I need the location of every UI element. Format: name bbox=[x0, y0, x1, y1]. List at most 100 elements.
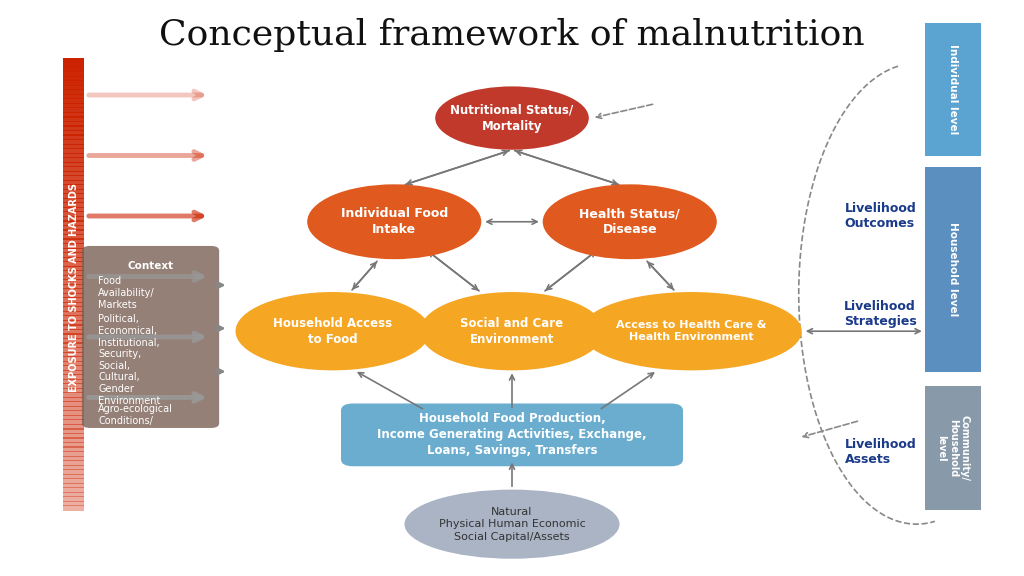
Bar bbox=[63, 184, 84, 190]
Text: Social and Care
Environment: Social and Care Environment bbox=[461, 317, 563, 346]
Text: Livelihood
Outcomes: Livelihood Outcomes bbox=[845, 202, 916, 230]
Bar bbox=[63, 98, 84, 104]
Bar bbox=[63, 256, 84, 262]
Bar bbox=[63, 180, 84, 185]
Bar bbox=[63, 252, 84, 257]
Bar bbox=[63, 126, 84, 131]
Bar bbox=[63, 238, 84, 244]
Ellipse shape bbox=[420, 292, 604, 370]
Bar bbox=[63, 275, 84, 281]
FancyBboxPatch shape bbox=[341, 403, 683, 467]
Bar bbox=[63, 270, 84, 276]
Bar bbox=[63, 283, 84, 289]
Bar bbox=[63, 225, 84, 230]
Bar bbox=[63, 338, 84, 344]
Bar bbox=[63, 75, 84, 81]
Bar bbox=[63, 293, 84, 298]
Bar bbox=[63, 501, 84, 506]
Bar bbox=[63, 374, 84, 380]
Text: Livelihood
Assets: Livelihood Assets bbox=[845, 438, 916, 466]
Text: Political,
Economical,
Institutional,
Security,
Social,
Cultural,
Gender
Environ: Political, Economical, Institutional, Se… bbox=[98, 314, 161, 406]
Text: Household Food Production,
Income Generating Activities, Exchange,
Loans, Saving: Household Food Production, Income Genera… bbox=[377, 412, 647, 457]
Bar bbox=[63, 329, 84, 335]
Bar bbox=[63, 365, 84, 371]
Bar bbox=[63, 347, 84, 353]
Bar bbox=[63, 469, 84, 475]
Bar bbox=[63, 58, 84, 63]
Ellipse shape bbox=[435, 86, 589, 150]
Bar bbox=[63, 315, 84, 321]
Bar bbox=[63, 483, 84, 488]
Bar bbox=[63, 279, 84, 285]
Bar bbox=[63, 193, 84, 199]
Text: Natural
Physical Human Economic
Social Capital/Assets: Natural Physical Human Economic Social C… bbox=[438, 507, 586, 541]
Text: Household Access
to Food: Household Access to Food bbox=[273, 317, 392, 346]
Bar bbox=[63, 211, 84, 217]
Bar bbox=[925, 167, 981, 372]
Bar bbox=[63, 288, 84, 294]
Bar bbox=[63, 442, 84, 448]
Bar bbox=[63, 148, 84, 154]
Bar bbox=[63, 71, 84, 77]
Bar bbox=[63, 266, 84, 271]
Bar bbox=[63, 370, 84, 376]
Bar bbox=[63, 356, 84, 362]
Bar bbox=[63, 153, 84, 158]
Bar bbox=[63, 157, 84, 163]
Bar bbox=[63, 143, 84, 149]
Bar bbox=[63, 202, 84, 208]
Bar bbox=[63, 383, 84, 389]
Bar bbox=[63, 134, 84, 140]
Text: Household level: Household level bbox=[948, 222, 957, 316]
Text: Agro-ecological
Conditions/
Climate: Agro-ecological Conditions/ Climate bbox=[98, 404, 173, 438]
Bar bbox=[63, 248, 84, 253]
Text: EXPOSURE TO SHOCKS AND HAZARDS: EXPOSURE TO SHOCKS AND HAZARDS bbox=[69, 184, 79, 392]
Bar bbox=[63, 433, 84, 438]
Bar bbox=[63, 302, 84, 308]
Bar bbox=[63, 62, 84, 68]
Bar bbox=[63, 311, 84, 316]
Bar bbox=[63, 94, 84, 100]
Text: Individual Food
Intake: Individual Food Intake bbox=[341, 207, 447, 236]
Text: Nutritional Status/
Mortality: Nutritional Status/ Mortality bbox=[451, 104, 573, 132]
Bar bbox=[63, 139, 84, 145]
Bar bbox=[63, 306, 84, 312]
Bar bbox=[63, 334, 84, 339]
Bar bbox=[63, 216, 84, 222]
Bar bbox=[63, 361, 84, 366]
Bar bbox=[63, 478, 84, 484]
Bar bbox=[63, 229, 84, 235]
Bar bbox=[63, 505, 84, 511]
Bar bbox=[63, 166, 84, 172]
Bar bbox=[63, 103, 84, 108]
Bar bbox=[925, 386, 981, 510]
Bar bbox=[63, 107, 84, 113]
Bar bbox=[63, 487, 84, 493]
Bar bbox=[63, 234, 84, 240]
Bar bbox=[63, 112, 84, 118]
Bar bbox=[63, 80, 84, 86]
Bar bbox=[63, 170, 84, 176]
Bar bbox=[63, 121, 84, 127]
Bar bbox=[63, 429, 84, 434]
Bar bbox=[63, 85, 84, 90]
Bar bbox=[63, 320, 84, 325]
Bar bbox=[63, 162, 84, 167]
Bar bbox=[63, 392, 84, 398]
Bar bbox=[63, 116, 84, 122]
Bar bbox=[63, 189, 84, 195]
Bar bbox=[63, 492, 84, 497]
Bar bbox=[63, 496, 84, 502]
Bar bbox=[63, 175, 84, 181]
FancyBboxPatch shape bbox=[82, 246, 219, 428]
Bar bbox=[63, 401, 84, 407]
Ellipse shape bbox=[404, 490, 620, 559]
Ellipse shape bbox=[581, 292, 802, 370]
Bar bbox=[63, 460, 84, 465]
Ellipse shape bbox=[307, 184, 481, 259]
Bar bbox=[63, 419, 84, 425]
Bar bbox=[63, 351, 84, 357]
Bar bbox=[63, 261, 84, 267]
Bar bbox=[63, 221, 84, 226]
Text: Food
Availability/
Markets: Food Availability/ Markets bbox=[98, 276, 155, 310]
